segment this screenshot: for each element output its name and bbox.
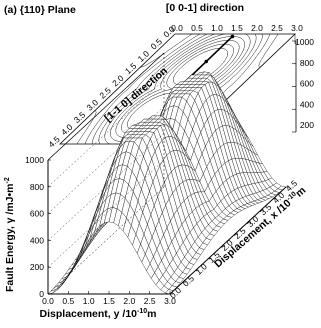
x-axis-label-sup: -10 — [286, 191, 298, 203]
top-tick-3: 1.5 — [231, 23, 243, 33]
z-axis-label-main: Fault Energy, γ /mJ•m — [4, 183, 16, 292]
chart-title: (a) {110} Plane — [4, 4, 76, 16]
y-tick-6: 3.0 — [164, 296, 176, 306]
y-axis-label: Displacement, y /10-10m — [40, 308, 157, 320]
y-axis-label-sup: -10 — [137, 308, 147, 315]
diag-tick-5: 2.0 — [110, 73, 126, 89]
y-tick-1: 0.5 — [62, 296, 74, 306]
y-axis-ticks: 0.0 0.5 1.0 1.5 2.0 2.5 3.0 — [42, 291, 176, 306]
top-tick-4: 2.0 — [251, 23, 263, 33]
y-tick-2: 1.0 — [83, 296, 95, 306]
diag-tick-7: 1.0 — [136, 48, 152, 64]
top-tick-0: 0.0 — [171, 23, 183, 33]
x-tick-2: 1.0 — [193, 261, 209, 277]
y-axis-label-unit: m — [147, 308, 156, 320]
right-tick-1: 800 — [300, 58, 314, 68]
diag-tick-6: 1.5 — [123, 61, 139, 77]
y-tick-0: 0.0 — [42, 296, 54, 306]
top-axis-ticks: 0.0 0.5 1.0 1.5 2.0 2.5 3.0 — [171, 23, 303, 33]
diag-tick-1: 4.0 — [59, 122, 75, 138]
right-tick-3: 400 — [300, 99, 314, 109]
diag-tick-3: 3.0 — [85, 97, 101, 113]
z-tick-4: 200 — [30, 262, 44, 272]
z-tick-2: 600 — [30, 209, 44, 219]
diag-tick-8: 0.5 — [148, 36, 164, 52]
right-axis-ticks: 1000 800 600 400 200 — [292, 37, 314, 133]
z-axis-label-sup: -2 — [4, 177, 11, 183]
y-tick-5: 2.5 — [144, 296, 156, 306]
right-tick-4: 200 — [300, 120, 314, 130]
y-tick-3: 1.5 — [103, 296, 115, 306]
diag-tick-0: 4.5 — [46, 134, 62, 150]
top-tick-2: 1.0 — [211, 23, 223, 33]
y-axis-label-main: Displacement, y /10 — [40, 308, 138, 320]
top-tick-1: 0.5 — [191, 23, 203, 33]
z-tick-5: 0 — [39, 289, 44, 299]
right-tick-2: 600 — [300, 79, 314, 89]
diag-axis-label: [1-1 0] direction — [102, 65, 170, 124]
right-tick-0: 1000 — [295, 37, 314, 47]
diag-tick-2: 3.5 — [72, 109, 88, 125]
z-tick-0: 1000 — [25, 155, 44, 165]
x-axis-ticks: 0.00.51.01.52.02.53.03.54.04.5 — [168, 178, 300, 301]
top-tick-6: 3.0 — [291, 23, 303, 33]
y-tick-4: 2.0 — [123, 296, 135, 306]
z-tick-1: 800 — [30, 182, 44, 192]
diag-tick-4: 2.5 — [97, 85, 113, 101]
top-axis-label: [0 0-1] direction — [166, 2, 244, 14]
top-tick-5: 2.5 — [271, 23, 283, 33]
z-tick-3: 400 — [30, 235, 44, 245]
energy-surface — [47, 71, 287, 295]
z-axis-label: Fault Energy, γ /mJ•m-2 — [4, 177, 16, 292]
z-axis-ticks: 1000 800 600 400 200 0 — [25, 155, 51, 299]
